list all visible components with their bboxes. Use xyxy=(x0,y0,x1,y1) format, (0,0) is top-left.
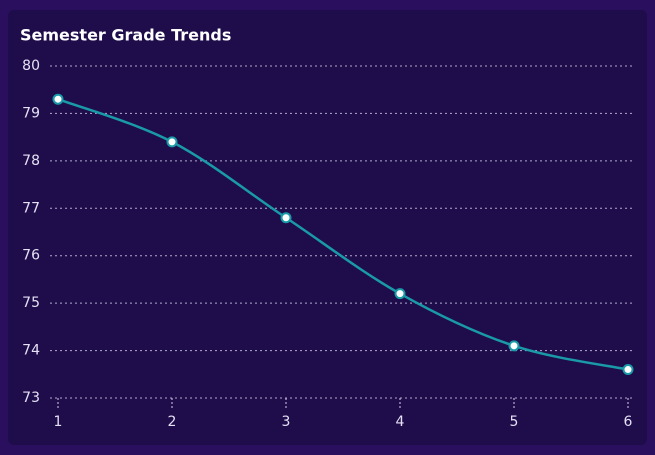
x-tick-label: 4 xyxy=(396,414,405,430)
point xyxy=(280,212,292,224)
point xyxy=(508,340,520,352)
point xyxy=(622,364,634,376)
x-tick-label: 3 xyxy=(282,414,291,430)
x-tick-label: 2 xyxy=(168,414,177,430)
y-tick-label: 74 xyxy=(22,343,40,359)
y-tick-label: 77 xyxy=(22,200,40,216)
point xyxy=(52,93,64,105)
y-tick-label: 76 xyxy=(22,248,40,264)
x-tick-label: 6 xyxy=(624,414,633,430)
point xyxy=(394,288,406,300)
chart-title: Semester Grade Trends xyxy=(20,26,231,45)
y-tick-label: 79 xyxy=(22,105,40,121)
line xyxy=(57,98,629,371)
y-tick-label: 80 xyxy=(22,58,40,74)
x-tick-label: 1 xyxy=(54,414,63,430)
point xyxy=(166,136,178,148)
y-tick-label: 78 xyxy=(22,153,40,169)
y-tick-label: 73 xyxy=(22,390,40,406)
x-tick-label: 5 xyxy=(510,414,519,430)
y-tick-label: 75 xyxy=(22,295,40,311)
card xyxy=(8,10,647,445)
